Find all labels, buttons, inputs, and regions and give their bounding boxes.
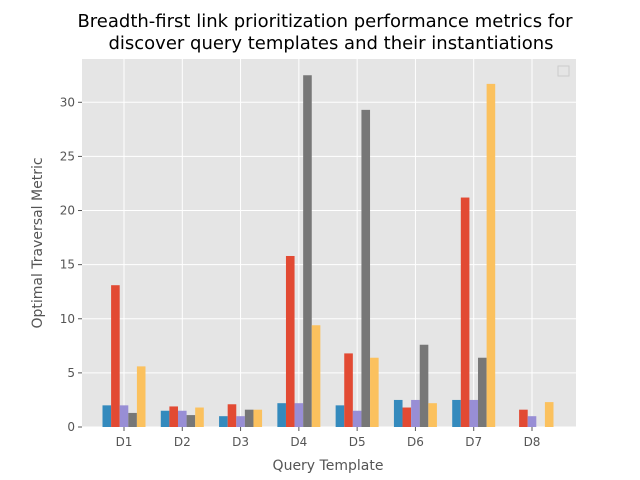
x-tick-label: D2 <box>174 435 191 449</box>
bar-d4-s3 <box>294 403 304 427</box>
bar-d1-s4 <box>128 412 137 427</box>
x-tick-label: D8 <box>524 435 541 449</box>
bar-d6-s2 <box>402 407 412 427</box>
y-tick-label: 0 <box>67 420 75 434</box>
bar-d4-s5 <box>311 325 321 427</box>
bar-d2-s3 <box>177 410 187 427</box>
grid-lines <box>82 59 576 428</box>
bar-d7-s3 <box>469 399 479 427</box>
x-tick-label: D3 <box>232 435 249 449</box>
bar-d2-s2 <box>169 406 178 427</box>
y-tick-label: 5 <box>67 366 75 380</box>
bar-d2-s4 <box>186 415 196 427</box>
bar-d1-s1 <box>102 405 112 427</box>
x-tick-label: D5 <box>349 435 366 449</box>
bar-d5-s5 <box>370 357 379 427</box>
bar-d4-s2 <box>285 255 295 427</box>
bar-d5-s2 <box>344 353 353 427</box>
bar-d6-s3 <box>411 399 420 427</box>
x-tick-label: D4 <box>290 435 307 449</box>
bar-d8-s2 <box>519 409 528 427</box>
y-axis-label: Optimal Traversal Metric <box>30 157 46 328</box>
y-tick-label: 20 <box>60 204 75 218</box>
bar-d1-s3 <box>119 405 129 427</box>
x-tick-label: D7 <box>465 435 482 449</box>
x-tick-label: D1 <box>116 435 133 449</box>
bar-d6-s4 <box>419 344 429 427</box>
y-tick-label: 10 <box>60 312 75 326</box>
y-tick-label: 25 <box>60 149 75 163</box>
bars <box>102 75 554 428</box>
y-tick-label: 15 <box>60 258 75 272</box>
bar-d5-s4 <box>361 109 371 428</box>
bar-d1-s5 <box>136 366 146 427</box>
bar-d3-s3 <box>236 416 245 427</box>
bar-d3-s4 <box>244 409 254 427</box>
legend-box <box>557 65 570 77</box>
bar-d4-s4 <box>303 75 312 428</box>
bar-d7-s1 <box>452 399 461 427</box>
plot-area <box>82 59 576 427</box>
bar-d7-s5 <box>486 83 496 427</box>
bar-d3-s2 <box>227 404 237 427</box>
bar-d3-s5 <box>253 409 263 427</box>
y-tick-label: 30 <box>60 95 75 109</box>
bar-d7-s4 <box>478 357 487 427</box>
bar-d8-s5 <box>544 402 554 427</box>
bar-d2-s1 <box>160 410 170 427</box>
bar-d2-s5 <box>195 407 204 427</box>
x-tick-label: D6 <box>407 435 424 449</box>
chart-title-line-1: Breadth-first link prioritization perfor… <box>77 11 573 32</box>
bar-d5-s3 <box>352 410 362 427</box>
x-axis-label: Query Template <box>273 458 384 474</box>
bar-d6-s5 <box>428 403 437 427</box>
bar-d4-s1 <box>277 403 286 427</box>
bar-d8-s3 <box>527 416 537 427</box>
bar-d6-s1 <box>393 399 403 427</box>
bar-d1-s2 <box>111 285 120 427</box>
bar-d7-s2 <box>460 197 470 427</box>
bar-d3-s1 <box>219 416 228 427</box>
y-axis-ticks: 0 5 10 15 20 25 30 <box>60 95 82 434</box>
x-axis-ticks: D1 D2 D3 D4 D5 D6 D7 D8 <box>116 427 541 449</box>
bar-d5-s1 <box>335 405 345 427</box>
chart-title-line-2: discover query templates and their insta… <box>108 33 553 54</box>
